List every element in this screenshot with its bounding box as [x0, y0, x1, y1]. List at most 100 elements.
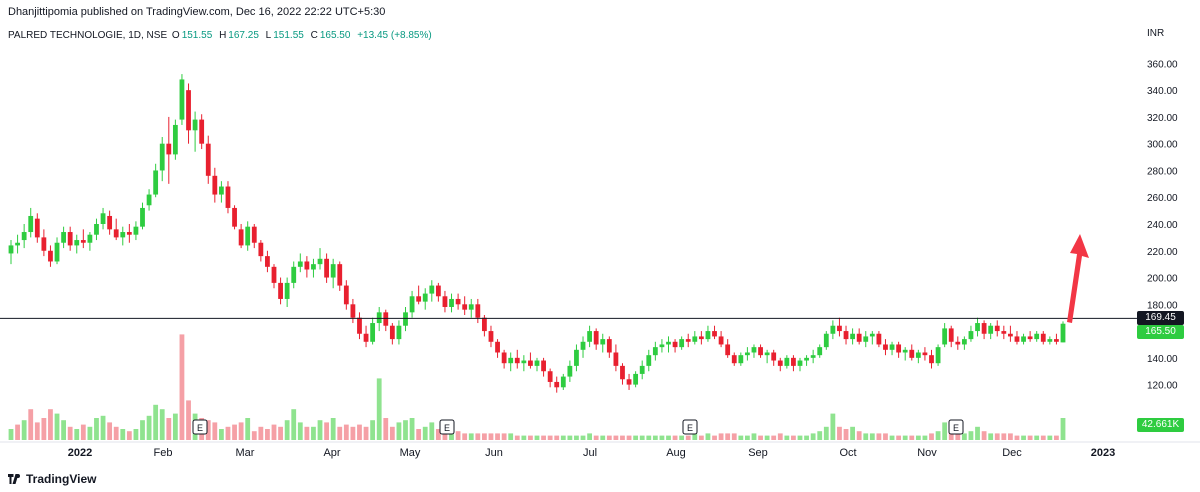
candle-body — [120, 232, 126, 238]
volume-bar — [416, 429, 422, 440]
candle-body — [1001, 331, 1007, 334]
volume-bar — [574, 435, 579, 440]
candle-body — [304, 261, 310, 270]
volume-bar — [725, 433, 731, 440]
volume-bar — [817, 431, 823, 440]
volume-bar — [468, 433, 474, 440]
volume-bar — [1027, 435, 1033, 440]
x-tick-label: Apr — [323, 447, 340, 459]
volume-bar — [495, 433, 500, 440]
volume-bars — [8, 334, 1066, 440]
candle-body — [804, 357, 809, 361]
volume-bar — [587, 433, 592, 440]
volume-bar — [837, 426, 842, 440]
close-value: 165.50 — [319, 30, 351, 41]
volume-bar — [8, 429, 14, 440]
candle-body — [186, 90, 191, 131]
volume-bar — [350, 426, 356, 440]
x-tick-label: May — [400, 447, 421, 459]
candle-body — [80, 240, 86, 243]
volume-bar — [771, 435, 777, 440]
candle-body — [501, 352, 507, 364]
time-axis[interactable]: 2022 Feb Mar Apr May Jun Jul Aug Sep Oct Nov Dec 202… — [0, 441, 1200, 459]
volume-bar — [153, 404, 159, 440]
candle-body — [810, 355, 816, 358]
earnings-marker — [948, 419, 964, 435]
x-tick-label: Feb — [154, 447, 173, 459]
annotation-arrow[interactable] — [1067, 234, 1089, 323]
volume-bar — [1060, 418, 1066, 440]
x-tick-label: Jun — [485, 447, 503, 459]
candles — [8, 74, 1066, 393]
volume-bar — [718, 433, 724, 440]
candle-body — [606, 339, 612, 353]
volume-bar — [580, 435, 586, 440]
volume-bar — [370, 420, 376, 440]
volume-bar — [383, 418, 389, 440]
candle-body — [357, 317, 362, 334]
candle-body — [495, 341, 500, 353]
candle-body — [337, 264, 343, 286]
candle-body — [574, 349, 579, 366]
candle-body — [1060, 323, 1066, 343]
volume-badge: 42.661K — [1137, 418, 1184, 432]
y-tick-label: 240.00 — [1147, 220, 1178, 231]
candle-body — [311, 264, 316, 270]
volume-bar — [666, 435, 671, 440]
earnings-marker — [439, 419, 455, 435]
volume-bar — [758, 435, 763, 440]
volume-bar — [804, 435, 809, 440]
candle-body — [251, 226, 257, 243]
candle-body — [1034, 333, 1040, 340]
volume-bar — [705, 433, 711, 440]
candle-body — [409, 296, 415, 313]
volume-bar — [126, 431, 132, 440]
candle-body — [883, 344, 888, 350]
candle-body — [961, 339, 967, 345]
price-axis[interactable]: 360.00 340.00 320.00 300.00 280.00 260.00 240.… — [1147, 59, 1178, 391]
volume-bar — [909, 435, 915, 440]
volume-bar — [1014, 435, 1020, 440]
candle-body — [1040, 333, 1046, 342]
tradingview-logo[interactable]: TradingView — [8, 470, 96, 488]
volume-bar — [146, 415, 152, 440]
volume-bar — [889, 435, 895, 440]
candle-body — [508, 357, 514, 364]
symbol-label[interactable]: PALRED TECHNOLOGIE, 1D, NSE — [8, 30, 168, 41]
y-tick-label: 340.00 — [1147, 86, 1178, 97]
earnings-marker — [192, 419, 208, 435]
open-value: 151.55 — [181, 30, 213, 41]
candle-body — [837, 325, 842, 332]
candle-body — [61, 232, 66, 243]
volume-bar — [120, 429, 126, 440]
candle-body — [718, 336, 724, 345]
volume-bar — [672, 435, 678, 440]
y-tick-label: 120.00 — [1147, 381, 1178, 392]
candle-body — [87, 234, 93, 243]
volume-bar — [1047, 435, 1053, 440]
x-tick-label: Jul — [583, 447, 597, 459]
candle-body — [350, 304, 356, 318]
volume-bar — [28, 409, 34, 440]
open-label: O — [171, 30, 180, 41]
candle-body — [488, 331, 494, 342]
volume-bar — [981, 431, 987, 440]
volume-bar — [343, 424, 349, 440]
candlestick-chart[interactable]: 360.00 340.00 320.00 300.00 280.00 260.00 240.… — [0, 0, 1200, 470]
candle-body — [383, 312, 389, 326]
candle-body — [449, 298, 454, 307]
volume-bar — [883, 433, 888, 440]
volume-bar — [100, 415, 106, 440]
volume-bar — [1034, 435, 1040, 440]
candle-body — [698, 336, 704, 340]
candle-body — [626, 379, 632, 385]
volume-bar — [409, 418, 415, 440]
candle-body — [442, 296, 448, 307]
candle-body — [869, 333, 875, 337]
candle-body — [547, 371, 553, 382]
candle-body — [429, 285, 435, 294]
y-tick-label: 140.00 — [1147, 354, 1178, 365]
candle-body — [284, 282, 290, 299]
volume-bar — [698, 435, 704, 440]
